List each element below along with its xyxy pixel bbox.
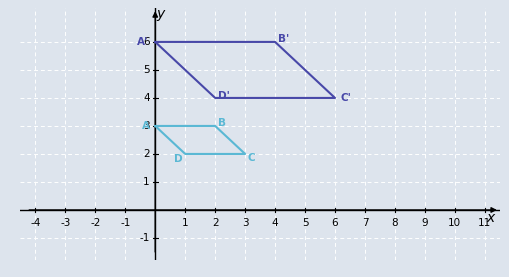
Text: D': D' — [217, 91, 229, 101]
Text: x: x — [486, 211, 494, 225]
Text: 3: 3 — [143, 121, 150, 131]
Text: D: D — [174, 154, 183, 164]
Text: 5: 5 — [301, 218, 308, 228]
Text: 2: 2 — [211, 218, 218, 228]
Text: 8: 8 — [391, 218, 398, 228]
Text: 4: 4 — [143, 93, 150, 103]
Text: 7: 7 — [361, 218, 367, 228]
Text: 10: 10 — [447, 218, 461, 228]
Text: C': C' — [340, 93, 350, 103]
Text: B: B — [217, 117, 225, 128]
Text: -4: -4 — [30, 218, 41, 228]
Text: 9: 9 — [421, 218, 428, 228]
Text: A: A — [142, 121, 149, 131]
Text: 1: 1 — [143, 177, 150, 187]
Text: -1: -1 — [139, 233, 150, 243]
Text: y: y — [156, 7, 164, 21]
Text: 6: 6 — [331, 218, 337, 228]
Text: 5: 5 — [143, 65, 150, 75]
Text: A': A' — [137, 37, 148, 47]
Text: 4: 4 — [271, 218, 278, 228]
Text: -2: -2 — [90, 218, 100, 228]
Text: -3: -3 — [60, 218, 70, 228]
Text: 1: 1 — [182, 218, 188, 228]
Text: 11: 11 — [477, 218, 491, 228]
Text: 6: 6 — [143, 37, 150, 47]
Text: 3: 3 — [241, 218, 248, 228]
Text: 2: 2 — [143, 149, 150, 159]
Text: C: C — [247, 153, 255, 163]
Text: B': B' — [277, 34, 289, 43]
Text: -1: -1 — [120, 218, 130, 228]
